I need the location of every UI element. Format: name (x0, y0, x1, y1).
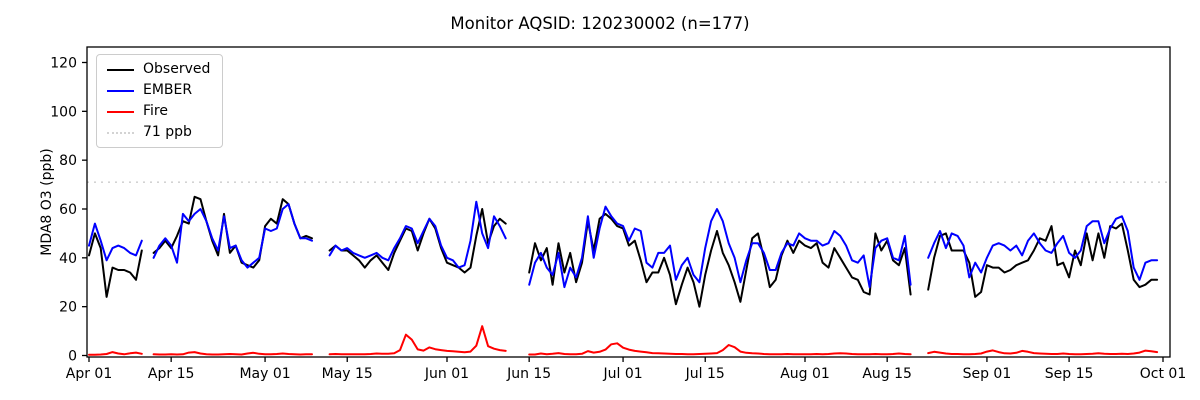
y-axis-tick-label: 80 (59, 153, 77, 169)
legend-label-observed: Observed (143, 61, 211, 77)
observed-line-swatch (107, 68, 134, 71)
x-axis-tick-label: Jul 01 (602, 366, 642, 382)
chart-title: Monitor AQSID: 120230002 (n=177) (450, 14, 750, 33)
fire-line-swatch (107, 110, 134, 113)
fire-line (152, 351, 313, 356)
observed-line (152, 195, 313, 269)
fire-line (528, 342, 912, 356)
x-axis-tick-label: May 01 (239, 366, 290, 382)
x-axis-tick-label: Sep 15 (1045, 366, 1094, 382)
x-axis-tick-label: Jun 01 (424, 366, 469, 382)
legend-item-observed: Observed (107, 62, 210, 77)
x-axis-tick-label: Jul 15 (685, 366, 725, 382)
legend-label-ember: EMBER (143, 82, 193, 98)
x-axis-tick-label: Sep 01 (963, 366, 1012, 382)
observed-line (88, 232, 143, 298)
legend-item-ember: EMBER (107, 83, 210, 98)
ember-line (927, 215, 1159, 281)
legend-item-threshold: 71 ppb (107, 125, 210, 140)
legend-label-fire: Fire (143, 103, 168, 119)
y-axis-label: MDA8 O3 (ppb) (39, 148, 55, 256)
x-axis-tick-label: Aug 15 (862, 366, 912, 382)
x-axis-tick-label: Oct 01 (1140, 366, 1186, 382)
legend-label-threshold: 71 ppb (143, 124, 192, 140)
y-axis-tick-label: 120 (50, 55, 77, 71)
plot-border (86, 46, 1171, 358)
ember-line-swatch (107, 89, 134, 92)
x-axis-tick-label: Apr 01 (66, 366, 112, 382)
x-axis-tick-label: Aug 01 (780, 366, 830, 382)
ember-line (328, 200, 507, 269)
y-axis-tick-label: 20 (59, 300, 77, 316)
y-axis-tick-label: 0 (68, 349, 77, 365)
x-axis-tick-label: Jun 15 (506, 366, 551, 382)
ember-line (88, 222, 143, 262)
ember-line (528, 205, 912, 289)
y-axis-tick-label: 100 (50, 104, 77, 120)
y-axis-tick-label: 60 (59, 202, 77, 218)
ember-line (152, 203, 313, 269)
x-axis-tick-label: Apr 15 (148, 366, 194, 382)
fire-line (88, 351, 143, 356)
fire-line (328, 325, 507, 356)
observed-line (328, 208, 507, 274)
fire-line (927, 349, 1159, 356)
y-axis-tick-label: 40 (59, 251, 77, 267)
observed-line (927, 222, 1159, 298)
legend: Observed EMBER Fire 71 ppb (96, 54, 224, 148)
x-axis-tick-label: May 15 (322, 366, 373, 382)
legend-item-fire: Fire (107, 104, 210, 119)
threshold-line-swatch (107, 131, 134, 134)
